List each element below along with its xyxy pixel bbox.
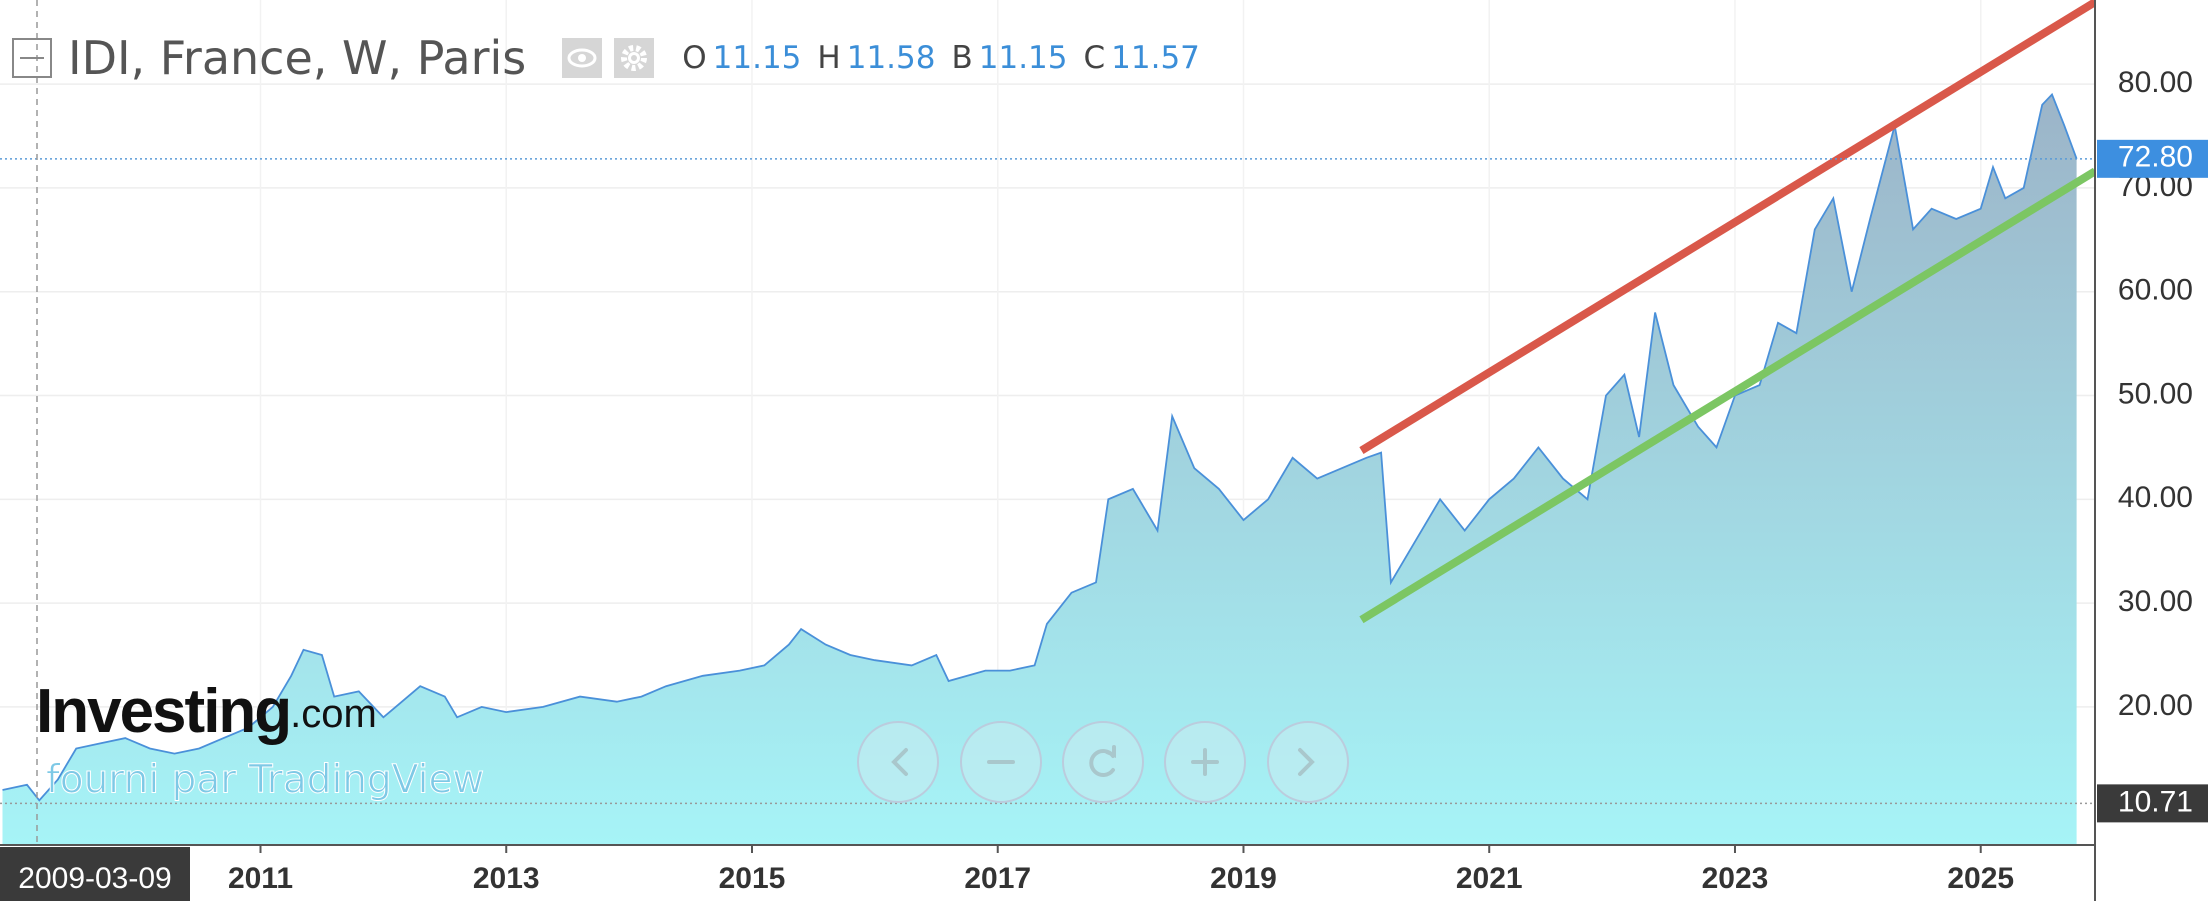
y-tick-label: 80.00: [2118, 66, 2193, 99]
button-circle: [857, 721, 939, 803]
button-icon: [1089, 745, 1116, 777]
trend-line: [1359, 0, 2098, 454]
ohlc-key: H: [817, 40, 841, 76]
ohlc-key: C: [1083, 40, 1106, 76]
visibility-button[interactable]: [562, 38, 603, 78]
x-tick-label: 2025: [1947, 862, 2014, 895]
zoom-out-button[interactable]: [960, 721, 1042, 803]
logo: Investing.com: [36, 677, 377, 746]
logo-name: Investing: [36, 677, 290, 746]
ohlc-key: B: [951, 40, 973, 76]
ohlc-value: 11.15: [978, 40, 1068, 76]
button-circle: [1062, 721, 1144, 803]
ohlc: O 11.15 H 11.58 B 11.15 C 11.57: [666, 40, 1200, 76]
ohlc-value: 11.15: [712, 40, 802, 76]
ohlc-value: 11.57: [1111, 40, 1200, 76]
price-label: 72.80: [2118, 141, 2193, 174]
trend-line: [1359, 167, 2098, 624]
x-tick-label: 2019: [1210, 862, 1277, 895]
ohlc-value: 11.58: [846, 40, 936, 76]
x-tick-label: 2023: [1702, 862, 1769, 895]
collapse-button[interactable]: [12, 38, 52, 78]
header: IDI, France, W, Paris O 11.15 H 11.58 B 11.15…: [12, 30, 1200, 86]
x-tick-label: 2013: [473, 862, 540, 895]
x-tick-label: 2017: [964, 862, 1031, 895]
zoom-in-button[interactable]: [1164, 721, 1246, 803]
area-fill: [2, 94, 2077, 845]
y-tick-label: 20.00: [2118, 689, 2193, 722]
x-tick-label: 2011: [228, 862, 293, 895]
y-tick-label: 40.00: [2118, 481, 2193, 514]
price-label: 10.71: [2118, 785, 2193, 818]
button-icon: [1191, 748, 1219, 776]
price-label-box: [2097, 139, 2208, 178]
x-tick-label: 2015: [719, 862, 786, 895]
price-line: [2, 92, 2078, 802]
button-icon: [891, 748, 908, 776]
x-tick-label: 2021: [1456, 862, 1523, 895]
price-label-box: [2097, 784, 2208, 823]
ohlc-key: O: [682, 40, 707, 76]
scroll-left-button[interactable]: [857, 721, 939, 803]
button-circle: [1267, 721, 1349, 803]
provider: fourni par TradingView: [46, 758, 484, 803]
scroll-right-button[interactable]: [1267, 721, 1349, 803]
crosshair-date-box: [0, 847, 190, 901]
crosshair-date: 2009-03-09: [18, 862, 171, 895]
reset-button[interactable]: [1062, 721, 1144, 803]
axis-background: [0, 845, 2095, 901]
chart-title: IDI, France, W, Paris: [68, 31, 527, 85]
button-icon: [1298, 748, 1315, 776]
y-tick-label: 30.00: [2118, 585, 2193, 618]
settings-button[interactable]: [614, 38, 655, 78]
plot: [0, 0, 2098, 845]
axis-background: [2095, 0, 2208, 901]
y-tick-label: 50.00: [2118, 377, 2193, 410]
logo-suffix: .com: [290, 692, 377, 736]
y-tick-label: 60.00: [2118, 274, 2193, 307]
